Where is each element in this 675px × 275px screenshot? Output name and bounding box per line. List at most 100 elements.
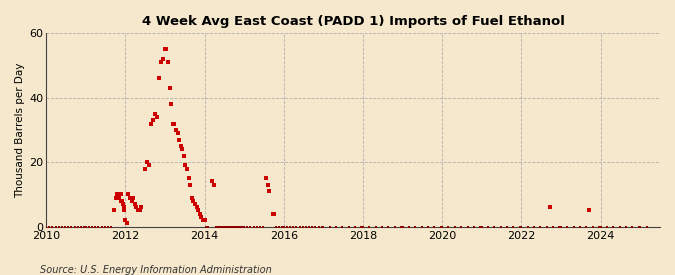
Point <box>547 224 558 229</box>
Point <box>53 224 64 229</box>
Point <box>44 224 55 229</box>
Point <box>495 224 506 229</box>
Point <box>556 224 566 229</box>
Point <box>251 224 262 229</box>
Point <box>267 211 278 216</box>
Point <box>128 196 138 200</box>
Point <box>159 47 170 52</box>
Point <box>207 179 218 184</box>
Point <box>212 224 223 229</box>
Point <box>291 224 302 229</box>
Point <box>423 224 433 229</box>
Point <box>190 202 200 206</box>
Point <box>232 224 243 229</box>
Point <box>468 224 479 229</box>
Point <box>633 224 644 229</box>
Point <box>595 224 606 229</box>
Text: Source: U.S. Energy Information Administration: Source: U.S. Energy Information Administ… <box>40 265 272 275</box>
Point <box>112 192 123 197</box>
Point <box>86 224 97 229</box>
Point <box>134 208 145 213</box>
Point <box>152 115 163 119</box>
Point <box>194 211 205 216</box>
Point <box>178 153 189 158</box>
Point <box>593 224 604 229</box>
Point <box>191 205 202 210</box>
Point <box>261 176 272 180</box>
Point <box>377 224 387 229</box>
Point <box>172 131 183 135</box>
Point <box>148 118 159 122</box>
Point <box>318 224 329 229</box>
Point <box>47 224 58 229</box>
Point <box>177 147 188 152</box>
Point <box>443 224 454 229</box>
Point <box>131 205 142 210</box>
Point <box>269 211 279 216</box>
Point <box>218 224 229 229</box>
Point <box>80 224 91 229</box>
Point <box>294 224 305 229</box>
Point <box>601 224 612 229</box>
Point <box>258 224 269 229</box>
Point <box>288 224 298 229</box>
Point <box>483 224 493 229</box>
Point <box>163 60 173 65</box>
Point <box>581 224 592 229</box>
Point <box>370 224 381 229</box>
Point <box>120 218 131 222</box>
Point <box>153 76 164 81</box>
Point <box>620 224 631 229</box>
Point <box>199 218 210 222</box>
Point <box>514 224 525 229</box>
Point <box>608 224 619 229</box>
Point <box>171 128 182 132</box>
Point <box>126 199 137 203</box>
Point <box>57 224 68 229</box>
Point <box>242 224 252 229</box>
Point <box>410 224 421 229</box>
Point <box>182 166 192 171</box>
Point <box>634 224 645 229</box>
Point <box>350 224 360 229</box>
Point <box>176 144 186 148</box>
Point <box>641 224 652 229</box>
Point <box>66 224 77 229</box>
Point <box>574 224 585 229</box>
Point <box>200 224 211 229</box>
Point <box>185 183 196 187</box>
Point <box>180 163 191 167</box>
Point <box>221 224 232 229</box>
Point <box>529 224 539 229</box>
Point <box>396 224 406 229</box>
Point <box>522 224 533 229</box>
Point <box>225 224 236 229</box>
Point <box>132 208 143 213</box>
Point <box>96 224 107 229</box>
Point <box>157 57 168 61</box>
Point <box>226 224 237 229</box>
Point <box>76 224 86 229</box>
Point <box>356 224 367 229</box>
Point <box>105 224 116 229</box>
Point <box>508 224 519 229</box>
Point <box>237 224 248 229</box>
Point <box>155 60 166 65</box>
Point <box>59 224 70 229</box>
Point <box>166 102 177 106</box>
Point <box>99 224 110 229</box>
Point <box>196 215 207 219</box>
Point <box>40 224 51 229</box>
Point <box>136 205 146 210</box>
Point <box>435 224 446 229</box>
Point <box>125 196 136 200</box>
Point <box>223 224 234 229</box>
Point <box>117 199 128 203</box>
Point <box>193 208 204 213</box>
Point <box>317 224 327 229</box>
Point <box>198 218 209 222</box>
Point <box>562 224 572 229</box>
Point <box>337 224 348 229</box>
Point <box>115 199 126 203</box>
Point <box>217 224 227 229</box>
